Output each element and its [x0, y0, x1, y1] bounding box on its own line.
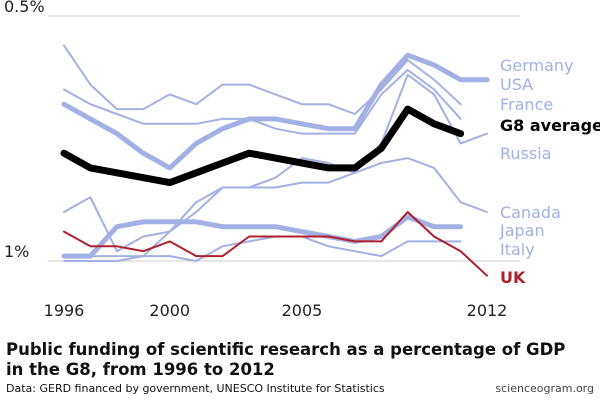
series-label-canada: Canada: [500, 203, 561, 222]
x-tick-label: 2005: [282, 301, 323, 320]
series-label-russia: Russia: [500, 144, 551, 163]
x-tick-label: 2000: [149, 301, 190, 320]
series-label-italy: Italy: [500, 240, 535, 259]
x-axis-ticks: 1996 2000 2005 2012: [44, 301, 508, 320]
series-line-germany: [61, 52, 490, 171]
series-line-g8-average: [60, 105, 465, 187]
series-label-france: France: [500, 95, 553, 114]
x-tick-label: 1996: [44, 301, 85, 320]
series-line-uk: [63, 211, 488, 277]
series-label-uk: UK: [500, 268, 526, 287]
series-line-canada: [63, 157, 488, 253]
series-label-japan: Japan: [499, 221, 545, 240]
series-line-italy: [63, 235, 462, 262]
x-tick-label: 2012: [467, 301, 508, 320]
y-tick-label: 1%: [4, 242, 29, 261]
y-tick-label: 0.5%: [4, 0, 45, 16]
series-label-g8-average: G8 average: [500, 116, 600, 135]
line-chart: 0.5% 1% 1996 2000 2005 2012 GermanyUSAFrance…: [4, 0, 600, 320]
credit: scienceogram.org: [495, 382, 594, 395]
gridlines: [48, 15, 520, 262]
series-line-france: [63, 68, 462, 135]
chart-title: Public funding of scientific research as…: [6, 340, 566, 379]
series-label-usa: USA: [500, 75, 533, 94]
y-axis-ticks: 0.5% 1%: [4, 0, 45, 261]
series-lines: [60, 44, 490, 277]
data-source: Data: GERD financed by government, UNESC…: [6, 382, 385, 395]
series-line-usa: [63, 44, 462, 115]
series-label-germany: Germany: [500, 56, 574, 75]
series-line-russia: [89, 73, 488, 258]
